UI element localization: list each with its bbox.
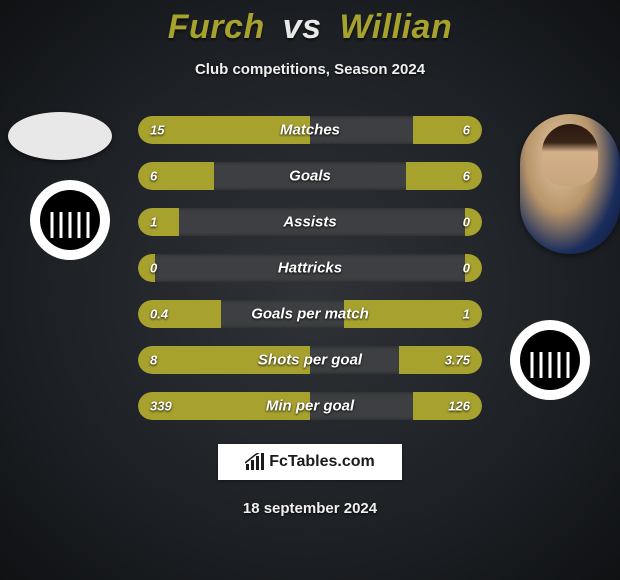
value-right: 1 [463, 307, 470, 322]
stat-label: Shots per goal [258, 352, 362, 369]
brand-text: FcTables.com [269, 453, 375, 471]
value-left: 8 [150, 353, 157, 368]
stat-label: Min per goal [266, 398, 354, 415]
date-label: 18 september 2024 [0, 500, 620, 517]
value-left: 1 [150, 215, 157, 230]
player2-photo [520, 114, 620, 254]
stat-row: 8 3.75 Shots per goal [138, 346, 482, 374]
stat-label: Goals [289, 168, 331, 185]
player2-club-badge: SFC [500, 318, 600, 402]
subtitle: Club competitions, Season 2024 [0, 61, 620, 78]
bar-right [406, 162, 482, 190]
brand-badge: FcTables.com [218, 444, 402, 480]
stat-row: 0 0 Hattricks [138, 254, 482, 282]
svg-text:SFC: SFC [59, 195, 81, 207]
bar-left [138, 208, 179, 236]
stat-label: Matches [280, 122, 340, 139]
svg-text:SFC: SFC [539, 335, 561, 347]
value-right: 6 [463, 169, 470, 184]
value-left: 6 [150, 169, 157, 184]
stat-row: 0.4 1 Goals per match [138, 300, 482, 328]
value-left: 15 [150, 123, 164, 138]
value-right: 126 [448, 399, 470, 414]
value-right: 3.75 [445, 353, 470, 368]
player1-name: Furch [168, 8, 265, 46]
value-left: 0.4 [150, 307, 168, 322]
chart-icon [245, 453, 265, 471]
stat-row: 339 126 Min per goal [138, 392, 482, 420]
bar-right [413, 116, 482, 144]
comparison-title: Furch vs Willian [0, 0, 620, 47]
player1-club-badge: SFC [20, 178, 120, 262]
stat-label: Goals per match [251, 306, 369, 323]
value-right: 0 [463, 215, 470, 230]
stats-container: 15 6 Matches 6 6 Goals 1 0 Assists 0 0 Hattricks 0.4… [138, 116, 482, 420]
stat-row: 15 6 Matches [138, 116, 482, 144]
player2-name: Willian [339, 8, 452, 46]
vs-label: vs [283, 8, 322, 46]
value-right: 0 [463, 261, 470, 276]
value-left: 0 [150, 261, 157, 276]
stat-row: 1 0 Assists [138, 208, 482, 236]
value-left: 339 [150, 399, 172, 414]
value-right: 6 [463, 123, 470, 138]
stat-row: 6 6 Goals [138, 162, 482, 190]
stat-label: Assists [283, 214, 336, 231]
stat-label: Hattricks [278, 260, 342, 277]
player1-photo-placeholder [8, 112, 112, 160]
